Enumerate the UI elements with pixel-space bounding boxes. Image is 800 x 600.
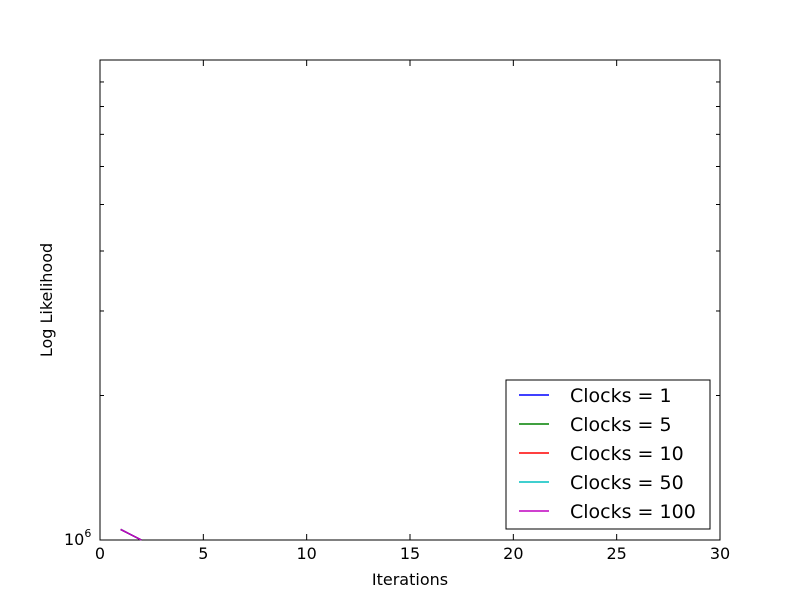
legend: Clocks = 1 Clocks = 5 Clocks = 10 Clocks = … [505,379,711,530]
x-tick-label: 10 [296,544,316,563]
legend-label: Clocks = 5 [570,414,672,436]
y-axis-label: Log Likelihood [37,243,56,357]
x-axis-label: Iterations [372,570,448,589]
series-line [120,528,142,541]
series-lines [120,528,142,541]
x-tick-label: 25 [606,544,626,563]
x-axis: 0 5 10 15 20 25 30 [95,60,730,563]
y-tick-label: 106 [64,527,91,549]
x-tick-label: 15 [400,544,420,563]
y-axis [100,81,720,541]
x-tick-label: 20 [503,544,523,563]
legend-label: Clocks = 100 [570,501,696,523]
legend-label: Clocks = 10 [570,443,684,465]
legend-label: Clocks = 50 [570,472,684,494]
legend-label: Clocks = 1 [570,385,672,407]
legend-box [505,379,711,530]
x-tick-label: 30 [710,544,730,563]
x-tick-label: 5 [198,544,208,563]
y-tick-exponent: 6 [84,527,91,540]
x-tick-label: 0 [95,544,105,563]
